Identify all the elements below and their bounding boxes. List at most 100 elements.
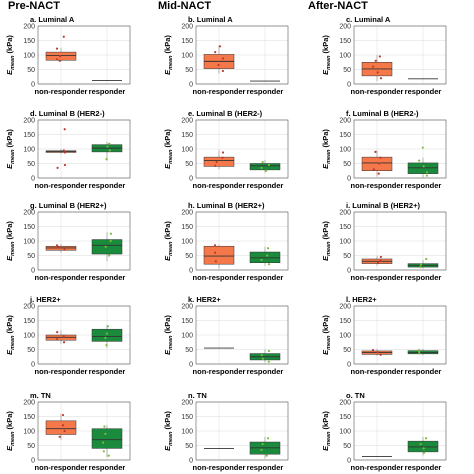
y-tick-label: 50 xyxy=(343,347,351,354)
y-tick-label: 150 xyxy=(23,414,35,421)
x-tick-label: responder xyxy=(405,181,442,190)
box-non-responder xyxy=(203,156,235,167)
y-label-subscript: mean xyxy=(10,149,16,164)
data-point xyxy=(260,354,263,357)
data-point xyxy=(55,244,59,247)
data-point xyxy=(59,55,62,58)
column-title-mid-nact: Mid-NACT xyxy=(158,0,212,12)
y-tick-label: 50 xyxy=(343,67,351,74)
x-tick-label: non-responder xyxy=(35,181,88,190)
x-tick-label: responder xyxy=(405,463,442,472)
data-point xyxy=(419,266,422,269)
plot-frame xyxy=(353,305,447,365)
y-tick-label: 50 xyxy=(185,67,193,74)
panel-title: h. Luminal B (HER2+) xyxy=(188,201,265,210)
data-point xyxy=(376,71,379,74)
x-tick-label: responder xyxy=(405,367,442,376)
y-axis-label: Emean (kPa) xyxy=(321,35,332,75)
x-tick-label: non-responder xyxy=(193,273,246,282)
y-label-subscript: mean xyxy=(168,55,174,70)
x-tick-label: non-responder xyxy=(351,367,404,376)
data-point xyxy=(63,163,67,167)
data-point xyxy=(422,165,425,168)
y-tick-label: 0 xyxy=(31,458,35,465)
data-point xyxy=(261,442,264,446)
panel-title: b. Luminal A xyxy=(188,15,233,24)
y-label-symbol: E xyxy=(5,445,14,451)
y-tick-label: 100 xyxy=(181,239,193,246)
data-point xyxy=(106,325,110,328)
y-label-unit: (kPa) xyxy=(5,35,14,56)
y-tick-label: 200 xyxy=(181,118,193,125)
panel-title: j. HER2+ xyxy=(29,295,61,304)
y-tick-label: 200 xyxy=(23,304,35,311)
y-axis-label: Emean (kPa) xyxy=(5,129,16,169)
y-tick-label: 100 xyxy=(23,147,35,154)
y-tick-label: 100 xyxy=(181,147,193,154)
data-point xyxy=(265,169,268,172)
y-tick-label: 200 xyxy=(23,24,35,31)
y-tick-label: 150 xyxy=(181,224,193,231)
y-axis-label: Emean (kPa) xyxy=(5,35,16,75)
y-label-subscript: mean xyxy=(326,149,332,164)
y-label-symbol: E xyxy=(321,445,330,451)
y-label-unit: (kPa) xyxy=(163,221,172,242)
y-tick-label: 100 xyxy=(23,53,35,60)
box-non-responder xyxy=(45,420,77,435)
data-point xyxy=(109,239,112,243)
y-tick-label: 150 xyxy=(23,224,35,231)
data-point xyxy=(63,429,66,433)
data-point xyxy=(377,172,380,175)
y-axis-label: Emean (kPa) xyxy=(163,35,174,75)
y-tick-label: 0 xyxy=(347,458,351,465)
y-label-subscript: mean xyxy=(326,241,332,256)
y-tick-label: 200 xyxy=(23,210,35,217)
y-label-unit: (kPa) xyxy=(5,129,14,150)
y-label-symbol: E xyxy=(5,349,14,355)
x-tick-label: non-responder xyxy=(351,463,404,472)
data-point xyxy=(379,353,382,356)
data-point xyxy=(108,149,111,152)
data-point xyxy=(105,158,108,161)
data-point xyxy=(371,348,375,352)
y-tick-label: 50 xyxy=(185,161,193,168)
plot-frame xyxy=(195,211,289,271)
y-tick-label: 0 xyxy=(31,176,35,183)
box-responder xyxy=(91,428,123,449)
y-label-unit: (kPa) xyxy=(163,129,172,150)
x-tick-label: responder xyxy=(89,181,126,190)
data-point xyxy=(379,77,383,80)
y-label-symbol: E xyxy=(5,69,14,75)
y-tick-label: 150 xyxy=(23,132,35,139)
data-point xyxy=(377,261,380,264)
y-tick-label: 0 xyxy=(189,458,193,465)
data-point xyxy=(418,352,421,355)
y-tick-label: 0 xyxy=(31,82,35,89)
data-point xyxy=(218,45,222,48)
y-tick-label: 150 xyxy=(23,318,35,325)
data-point xyxy=(55,58,59,61)
y-label-subscript: mean xyxy=(10,241,16,256)
data-point xyxy=(221,151,225,154)
y-label-symbol: E xyxy=(163,69,172,75)
data-point xyxy=(103,425,106,428)
plot-frame xyxy=(37,305,131,365)
data-point xyxy=(214,260,217,263)
data-point xyxy=(418,350,421,353)
box-responder xyxy=(91,328,123,342)
y-tick-label: 150 xyxy=(339,318,351,325)
data-point xyxy=(214,51,217,54)
y-tick-label: 150 xyxy=(181,414,193,421)
y-tick-label: 100 xyxy=(23,239,35,246)
data-point xyxy=(374,59,377,62)
y-axis-label: Emean (kPa) xyxy=(5,315,16,355)
data-point xyxy=(267,163,271,167)
data-point xyxy=(221,69,225,73)
y-tick-label: 0 xyxy=(347,82,351,89)
data-point xyxy=(61,413,65,417)
data-point xyxy=(61,424,65,427)
data-point xyxy=(214,251,217,254)
y-tick-label: 200 xyxy=(339,304,351,311)
plot-frame xyxy=(37,211,131,271)
data-point xyxy=(378,162,381,165)
